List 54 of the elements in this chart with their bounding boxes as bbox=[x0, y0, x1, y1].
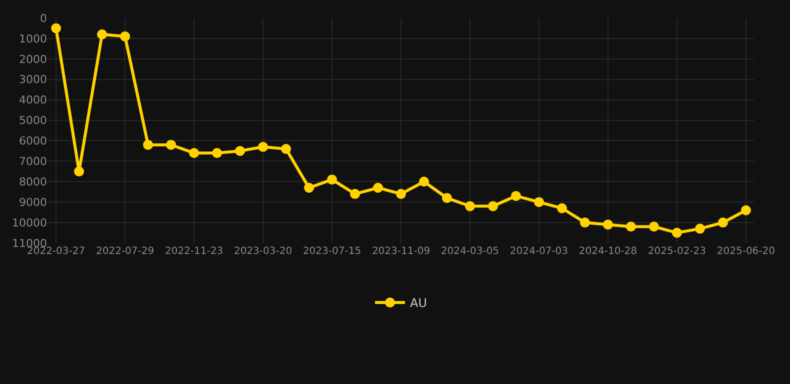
x-tick-label: 2023-11-09 bbox=[372, 246, 430, 257]
point bbox=[373, 182, 383, 193]
point bbox=[396, 188, 406, 199]
x-tick-label: 2025-06-20 bbox=[716, 246, 776, 257]
point bbox=[143, 140, 154, 150]
point bbox=[304, 182, 314, 193]
point bbox=[350, 188, 360, 199]
point bbox=[258, 142, 268, 152]
point bbox=[602, 220, 613, 230]
point bbox=[718, 218, 728, 228]
x-tick-label: 2023-07-15 bbox=[302, 246, 362, 257]
y-tick-label: 3000 bbox=[19, 73, 47, 86]
point bbox=[488, 201, 498, 212]
y-tick-label: 0 bbox=[40, 12, 47, 25]
x-tick-label: 2023-03-20 bbox=[234, 246, 292, 257]
y-tick-label: 6000 bbox=[19, 134, 47, 148]
point bbox=[327, 174, 338, 185]
y-tick-label: 2000 bbox=[19, 52, 47, 66]
legend-label: AU bbox=[410, 296, 427, 310]
point bbox=[189, 148, 200, 158]
x-tick-label: 2022-11-23 bbox=[164, 246, 224, 257]
point bbox=[672, 228, 682, 238]
x-tick-label: 2024-03-05 bbox=[440, 246, 500, 257]
point bbox=[740, 205, 751, 216]
point bbox=[442, 193, 452, 203]
point bbox=[212, 148, 222, 158]
point bbox=[97, 29, 108, 40]
y-tick-label: 9000 bbox=[19, 196, 47, 209]
y-tick-label: 7000 bbox=[19, 155, 47, 168]
x-tick-label: 2022-03-27 bbox=[26, 246, 86, 257]
x-tick-label: 2025-02-23 bbox=[648, 246, 706, 257]
y-tick-label: 10000 bbox=[12, 216, 47, 230]
y-tick-label: 4000 bbox=[19, 94, 47, 107]
y-tick-label: 8000 bbox=[19, 175, 47, 188]
point bbox=[694, 224, 705, 234]
x-tick-label: 2024-07-03 bbox=[510, 246, 568, 257]
point bbox=[556, 203, 567, 214]
y-tick-label: 1000 bbox=[19, 32, 47, 46]
point bbox=[648, 222, 659, 232]
x-tick-label: 2022-07-29 bbox=[96, 246, 154, 257]
point bbox=[281, 144, 292, 154]
x-tick-label: 2024-10-28 bbox=[578, 246, 638, 257]
point bbox=[464, 201, 475, 212]
point bbox=[120, 31, 130, 42]
y-tick-label: 5000 bbox=[19, 114, 47, 128]
point bbox=[534, 197, 544, 208]
point bbox=[74, 166, 84, 176]
point bbox=[580, 218, 590, 228]
point bbox=[235, 146, 246, 156]
point bbox=[419, 176, 429, 187]
point bbox=[51, 23, 62, 34]
point bbox=[626, 222, 636, 232]
point bbox=[166, 140, 176, 150]
point bbox=[510, 190, 521, 201]
